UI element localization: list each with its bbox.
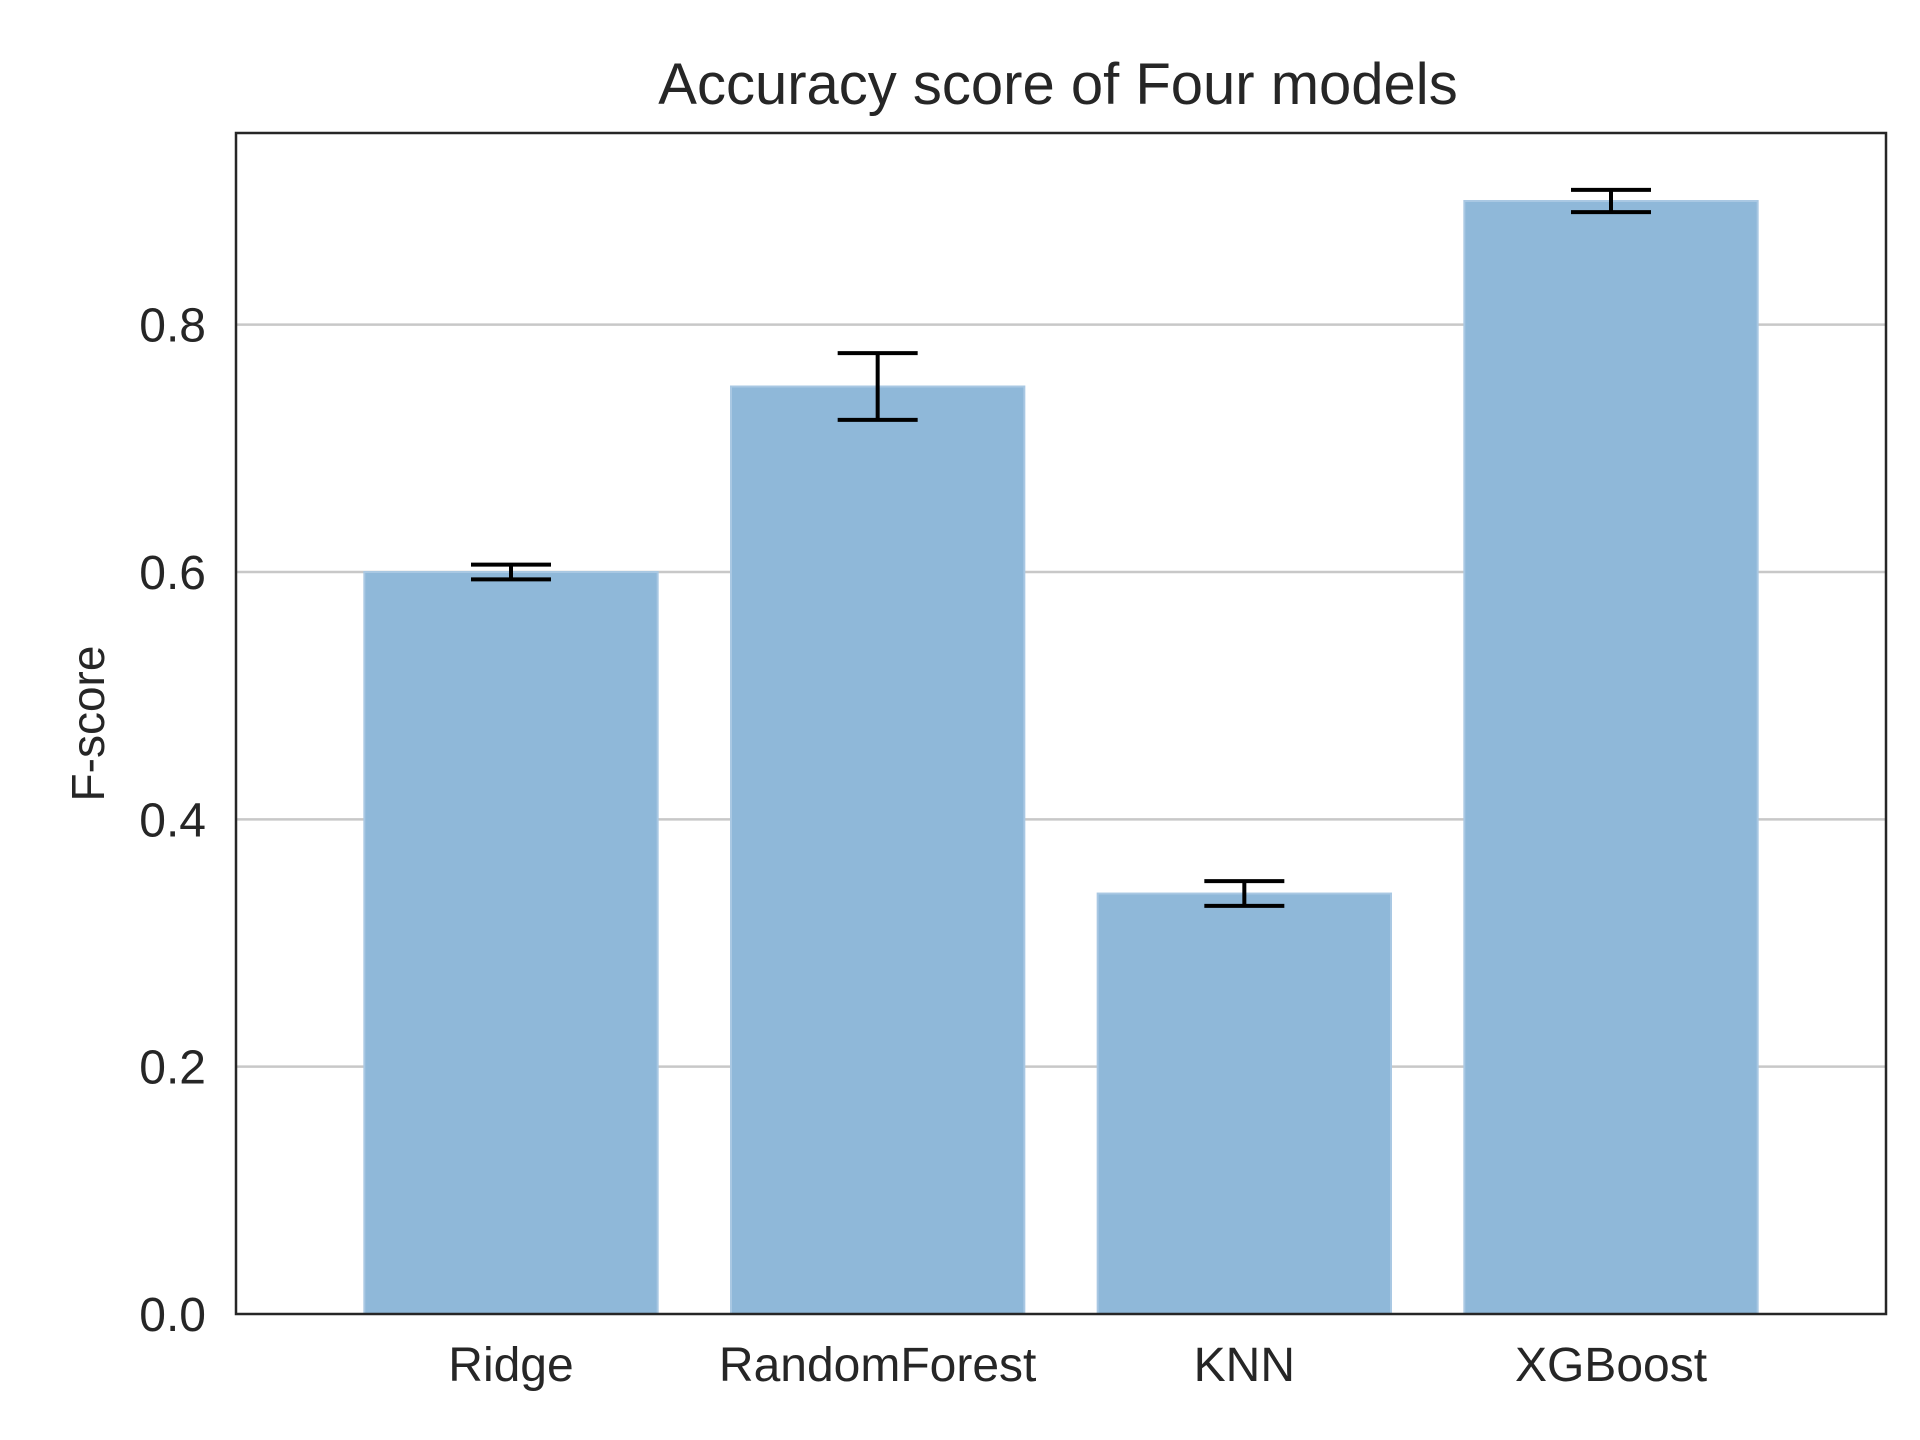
x-tick-label: Ridge [448, 1339, 573, 1392]
y-tick-label: 0.6 [139, 547, 206, 600]
plot-frame [234, 131, 1888, 1316]
y-tick-label: 0.2 [139, 1042, 206, 1095]
bar-knn [1096, 892, 1392, 1315]
bars [363, 200, 1759, 1316]
x-tick-label: RandomForest [719, 1339, 1036, 1392]
y-tick-label: 0.8 [139, 300, 206, 353]
y-axis-label: F-score [62, 646, 114, 802]
y-tick-label: 0.4 [139, 794, 206, 847]
chart-title: Accuracy score of Four models [658, 52, 1457, 117]
bar-xgboost [1463, 200, 1759, 1315]
y-tick-label: 0.0 [139, 1289, 206, 1342]
x-tick-label: XGBoost [1515, 1339, 1707, 1392]
bar-randomforest [730, 385, 1026, 1316]
error-bars [471, 187, 1651, 908]
x-tick-labels: Ridge RandomForest KNN XGBoost [448, 1339, 1707, 1392]
y-tick-labels: 0.0 0.2 0.4 0.6 0.8 [139, 300, 206, 1342]
bar-ridge [363, 571, 659, 1315]
x-tick-label: KNN [1194, 1339, 1295, 1392]
